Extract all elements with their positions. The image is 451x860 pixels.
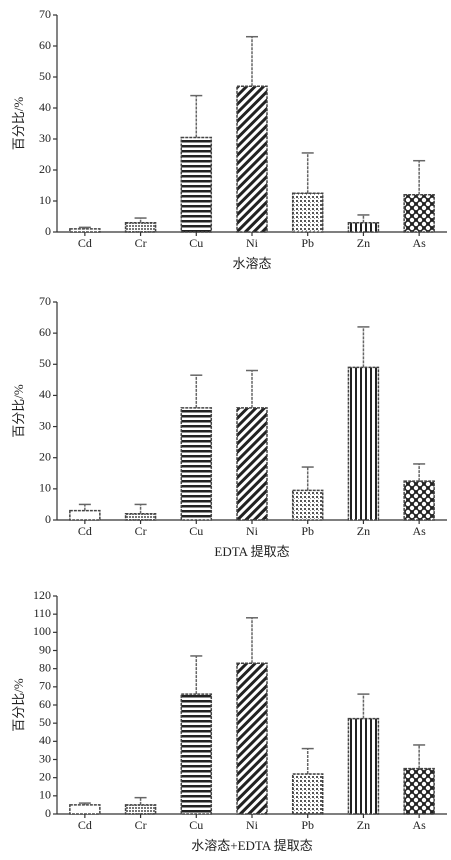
x-tick-label: As [412,236,426,250]
y-tick-label: 10 [39,788,51,802]
x-tick-label: Zn [357,818,370,832]
bar [236,407,268,521]
bar [403,767,435,815]
x-tick-label: Zn [357,236,370,250]
y-tick-label: 110 [33,606,51,620]
bar [180,407,213,521]
x-tick-label: Cu [189,524,203,538]
y-axis-label: 百分比/% [11,678,26,732]
y-tick-label: 10 [39,193,51,207]
y-tick-label: 50 [39,69,51,83]
y-tick-label: 70 [39,294,51,308]
y-tick-label: 20 [39,162,51,176]
x-axis-label: EDTA 提取态 [214,544,289,559]
y-tick-label: 50 [39,715,51,729]
y-tick-label: 20 [39,769,51,783]
bar [347,366,380,521]
x-tick-label: Cr [135,524,147,538]
x-tick-label: As [412,524,426,538]
x-tick-label: Ni [246,818,259,832]
y-tick-label: 40 [39,100,51,114]
bar [403,194,435,233]
bar [124,804,157,815]
bar [69,228,101,233]
x-tick-label: Pb [301,818,314,832]
bar [124,513,157,521]
bar [180,136,213,233]
bar [236,662,268,815]
y-tick-label: 60 [39,38,51,52]
y-tick-label: 50 [39,356,51,370]
x-tick-label: Ni [246,236,259,250]
y-tick-label: 0 [45,512,51,526]
x-tick-label: As [412,818,426,832]
y-tick-label: 30 [39,131,51,145]
y-tick-label: 30 [39,418,51,432]
y-axis-label: 百分比/% [11,97,26,151]
x-tick-label: Pb [301,524,314,538]
x-tick-label: Cr [135,236,147,250]
bar [347,717,380,815]
x-tick-label: Cd [78,524,92,538]
y-tick-label: 30 [39,751,51,765]
y-tick-label: 70 [39,679,51,693]
y-tick-label: 70 [39,7,51,21]
bar [180,693,213,815]
y-tick-label: 60 [39,697,51,711]
bar [403,480,435,521]
y-tick-label: 90 [39,642,51,656]
x-axis-label: 水溶态+EDTA 提取态 [191,838,312,853]
y-tick-label: 80 [39,660,51,674]
bar [291,489,324,521]
bar [347,221,380,233]
y-tick-label: 20 [39,449,51,463]
bar [69,804,101,815]
x-tick-label: Cu [189,236,203,250]
bar [69,509,101,521]
y-tick-label: 0 [45,224,51,238]
bar [291,192,324,233]
y-tick-label: 100 [33,624,51,638]
y-tick-label: 40 [39,733,51,747]
y-tick-label: 0 [45,806,51,820]
bar [124,221,157,233]
x-tick-label: Cu [189,818,203,832]
x-tick-label: Ni [246,524,259,538]
y-axis-label: 百分比/% [11,384,26,438]
y-tick-label: 40 [39,387,51,401]
x-tick-label: Zn [357,524,370,538]
x-tick-label: Cd [78,236,92,250]
x-tick-label: Cr [135,818,147,832]
bar [236,85,268,233]
bar [291,773,324,815]
y-tick-label: 120 [33,588,51,602]
x-tick-label: Pb [301,236,314,250]
y-tick-label: 60 [39,325,51,339]
x-axis-label: 水溶态 [232,256,271,271]
x-tick-label: Cd [78,818,92,832]
y-tick-label: 10 [39,481,51,495]
